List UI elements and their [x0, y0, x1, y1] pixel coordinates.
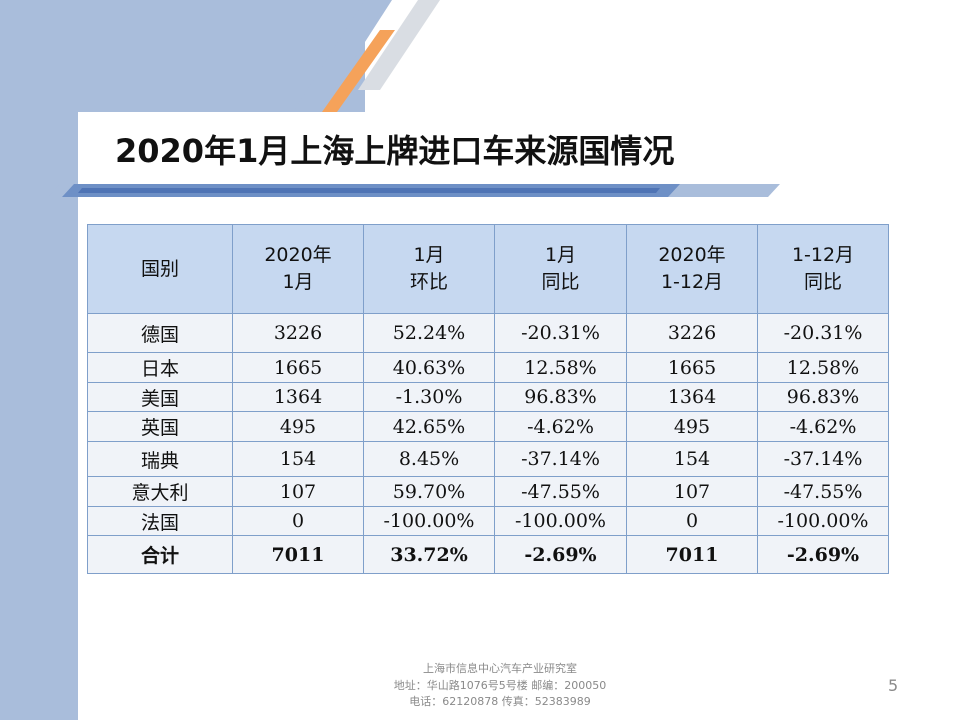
value-cell: -20.31% [494, 313, 627, 353]
value-cell: -100.00% [757, 506, 889, 536]
table-row: 意大利 107 59.70% -47.55% 107 -47.55% [87, 476, 889, 507]
value-cell: 12.58% [757, 352, 889, 383]
column-header-line: 1月 [544, 244, 577, 266]
country-cell: 法国 [87, 506, 233, 536]
value-cell: 0 [232, 506, 364, 536]
column-header: 2020年 1月 [232, 224, 364, 314]
decor-stripes [78, 0, 440, 180]
left-decor-band [0, 0, 78, 720]
value-cell: -47.55% [494, 476, 627, 507]
value-cell: -20.31% [757, 313, 889, 353]
value-cell: 3226 [232, 313, 364, 353]
value-cell: 3226 [626, 313, 758, 353]
column-header-line: 1月 [282, 271, 314, 293]
value-cell: 59.70% [363, 476, 495, 507]
value-cell: -37.14% [757, 441, 889, 477]
country-cell: 英国 [87, 411, 233, 442]
table-row: 法国 0 -100.00% -100.00% 0 -100.00% [87, 506, 889, 536]
value-cell: 154 [626, 441, 758, 477]
total-value-cell: -2.69% [757, 535, 889, 574]
value-cell: -4.62% [757, 411, 889, 442]
value-cell: 0 [626, 506, 758, 536]
country-cell: 意大利 [87, 476, 233, 507]
total-value-cell: 7011 [232, 535, 364, 574]
column-header-line: 2020年 [264, 244, 332, 266]
column-header: 1月环比 [363, 224, 495, 314]
column-header: 国别 [87, 224, 233, 314]
value-cell: -100.00% [363, 506, 495, 536]
total-label-cell: 合计 [87, 535, 233, 574]
table-row: 日本 1665 40.63% 12.58% 1665 12.58% [87, 352, 889, 383]
value-cell: 154 [232, 441, 364, 477]
country-cell: 美国 [87, 382, 233, 412]
value-cell: -100.00% [494, 506, 627, 536]
slide-title: 2020年1月上海上牌进口车来源国情况 [115, 132, 675, 170]
country-cell: 德国 [87, 313, 233, 353]
country-cell: 瑞典 [87, 441, 233, 477]
value-cell: 1665 [232, 352, 364, 383]
column-header-line: 环比 [409, 271, 448, 293]
value-cell: 1665 [626, 352, 758, 383]
value-cell: 52.24% [363, 313, 495, 353]
table-row: 瑞典 154 8.45% -37.14% 154 -37.14% [87, 441, 889, 477]
value-cell: -37.14% [494, 441, 627, 477]
table-row: 美国 1364 -1.30% 96.83% 1364 96.83% [87, 382, 889, 412]
import-origin-table: 国别 2020年 1月 1月 环比 1月 同比 2020年 1-12月 1-12月 同比 德国 322… [87, 224, 889, 574]
value-cell: -4.62% [494, 411, 627, 442]
table-header-row: 国别 2020年 1月 1月 环比 1月 同比 2020年 1-12月 1-12月 同比 [87, 224, 889, 314]
value-cell: 107 [626, 476, 758, 507]
column-header: 1月同比 [494, 224, 627, 314]
value-cell: 495 [232, 411, 364, 442]
table-row: 德国 3226 52.24% -20.31% 3226 -20.31% [87, 313, 889, 353]
value-cell: 12.58% [494, 352, 627, 383]
value-cell: 40.63% [363, 352, 495, 383]
total-value-cell: -2.69% [494, 535, 627, 574]
column-header-line: 1-12月 [660, 271, 724, 293]
column-header-line: 1月 [413, 244, 445, 266]
footer-phone: 电话：62120878 传真：52383989 [409, 695, 591, 708]
value-cell: 96.83% [494, 382, 627, 412]
total-value-cell: 33.72% [363, 535, 495, 574]
column-header-line: 同比 [803, 271, 842, 293]
value-cell: 495 [626, 411, 758, 442]
column-header: 2020年 1-12月 [626, 224, 758, 314]
page-number: 5 [888, 676, 899, 695]
total-row: 合计 7011 33.72% -2.69% 7011 -2.69% [87, 535, 889, 574]
title-underline-bar [48, 184, 780, 197]
value-cell: -47.55% [757, 476, 889, 507]
value-cell: 1364 [626, 382, 758, 412]
table-row: 英国 495 42.65% -4.62% 495 -4.62% [87, 411, 889, 442]
value-cell: 8.45% [363, 441, 495, 477]
column-header-line: 国别 [140, 257, 179, 280]
column-header-line: 同比 [541, 271, 580, 293]
value-cell: 42.65% [363, 411, 495, 442]
column-header-line: 2020年 [658, 244, 726, 266]
country-cell: 日本 [87, 352, 233, 383]
value-cell: 1364 [232, 382, 364, 412]
total-value-cell: 7011 [626, 535, 758, 574]
title-panel-corner [78, 112, 118, 152]
value-cell: 96.83% [757, 382, 889, 412]
column-header: 1-12月同比 [757, 224, 889, 314]
footer-org: 上海市信息中心汽车产业研究室 [423, 662, 577, 675]
value-cell: -1.30% [363, 382, 495, 412]
column-header-line: 1-12月 [791, 244, 855, 266]
value-cell: 107 [232, 476, 364, 507]
top-decor-band [0, 0, 365, 112]
footer-address: 地址：华山路1076号5号楼 邮编：200050 [393, 679, 607, 692]
